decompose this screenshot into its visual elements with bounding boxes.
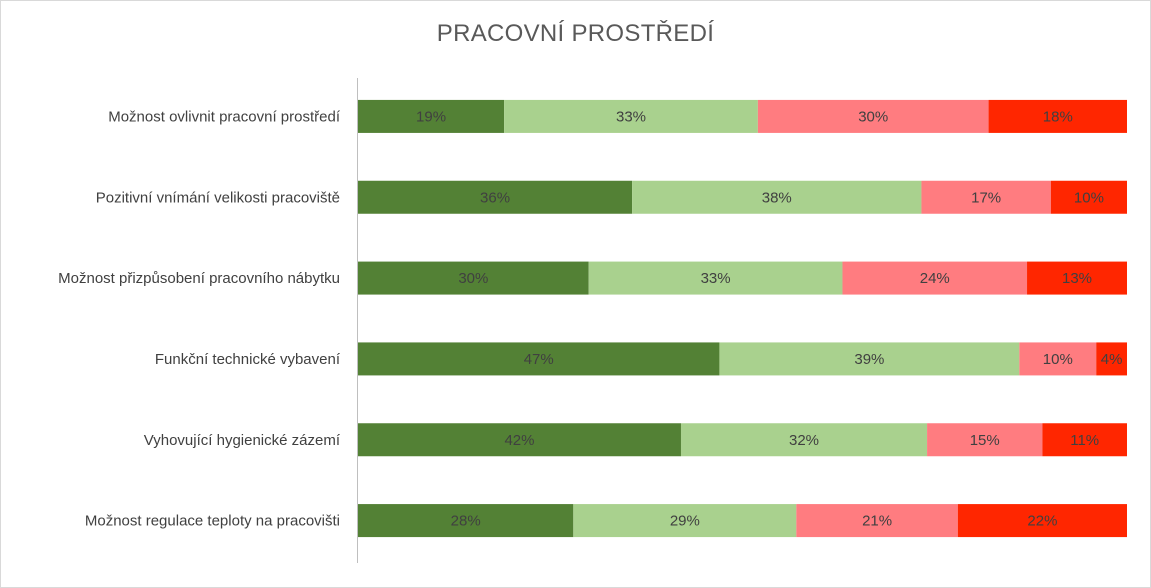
data-label: 39% xyxy=(854,351,884,368)
bar-segment xyxy=(573,504,797,538)
bar-segment xyxy=(588,261,843,295)
bar-segment xyxy=(632,180,922,214)
data-label: 30% xyxy=(858,108,888,125)
bar-segment xyxy=(1019,342,1097,376)
bar-segment xyxy=(358,99,505,133)
data-label: 33% xyxy=(616,108,646,125)
bar-segment xyxy=(358,261,589,295)
bar-segment xyxy=(358,504,574,538)
bar-segment xyxy=(1050,180,1127,214)
category-label: Funkční technické vybavení xyxy=(155,351,341,368)
bar-segment xyxy=(957,504,1127,538)
bar-segment xyxy=(842,261,1028,295)
bar-segment xyxy=(719,342,1020,376)
data-label: 42% xyxy=(504,432,534,449)
bar-segment xyxy=(757,99,989,133)
data-label: 22% xyxy=(1027,513,1057,530)
chart-title: PRACOVNÍ PROSTŘEDÍ xyxy=(436,20,715,47)
category-label: Možnost regulace teploty na pracovišti xyxy=(85,513,340,530)
bar-segment xyxy=(988,99,1127,133)
bar-segment xyxy=(1027,261,1127,295)
bar-segment xyxy=(796,504,958,538)
data-label: 21% xyxy=(862,513,892,530)
data-label: 13% xyxy=(1062,270,1092,287)
data-label: 29% xyxy=(670,513,700,530)
bar-segment xyxy=(1096,342,1127,376)
data-label: 33% xyxy=(701,270,731,287)
data-label: 32% xyxy=(789,432,819,449)
bar-segment xyxy=(358,423,681,457)
data-label: 19% xyxy=(416,108,446,125)
data-label: 28% xyxy=(451,513,481,530)
data-label: 15% xyxy=(970,432,1000,449)
data-label: 18% xyxy=(1043,108,1073,125)
data-label: 17% xyxy=(971,189,1001,206)
data-label: 36% xyxy=(480,189,510,206)
data-label: 10% xyxy=(1043,351,1073,368)
bar-segment xyxy=(680,423,928,457)
category-label: Pozitivní vnímání velikosti pracoviště xyxy=(96,189,340,206)
data-label: 24% xyxy=(920,270,950,287)
bar-segment xyxy=(921,180,1051,214)
data-label: 30% xyxy=(458,270,488,287)
bar-segment xyxy=(358,180,633,214)
bar-segment xyxy=(1042,423,1127,457)
data-label: 47% xyxy=(524,351,554,368)
category-label: Možnost přizpůsobení pracovního nábytku xyxy=(58,270,340,287)
data-label: 10% xyxy=(1074,189,1104,206)
category-label: Možnost ovlivnit pracovní prostředí xyxy=(108,108,341,125)
category-label: Vyhovující hygienické zázemí xyxy=(144,432,341,449)
data-label: 11% xyxy=(1070,432,1099,449)
bar-segment xyxy=(504,99,758,133)
data-label: 38% xyxy=(762,189,792,206)
data-label: 4% xyxy=(1101,351,1123,368)
bar-segment xyxy=(358,342,720,376)
bar-segment xyxy=(927,423,1043,457)
